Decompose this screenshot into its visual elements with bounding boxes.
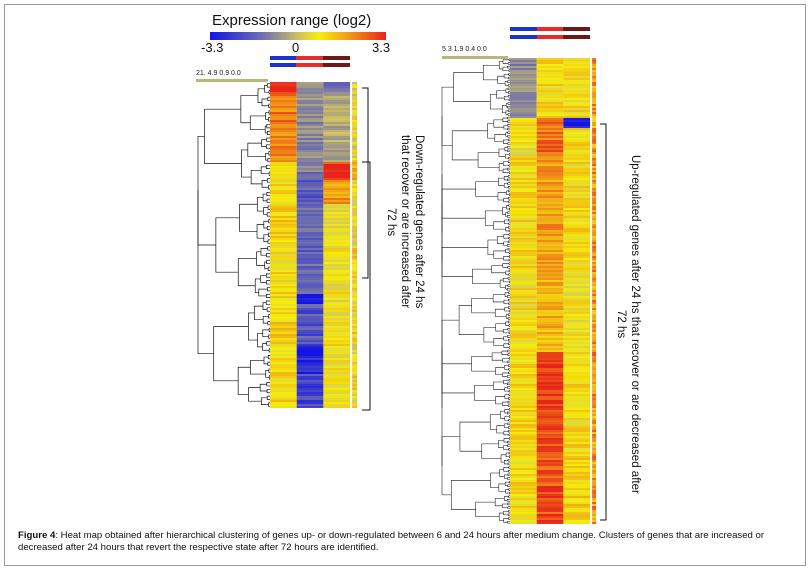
right-condition-bar-2b [537, 35, 563, 39]
right-condition-bar-1b [510, 35, 537, 39]
left-dendrogram-scale-line [196, 79, 268, 82]
left-cluster-brackets [362, 87, 371, 411]
right-condition-bar-3 [563, 27, 590, 31]
right-heatmap [510, 58, 597, 524]
figure-caption: Figure 4: Heat map obtained after hierar… [18, 530, 798, 554]
caption-text: : Heat map obtained after hierarchical c… [18, 530, 765, 553]
legend-color-bar [210, 32, 386, 40]
left-heatmap [270, 82, 358, 408]
right-cluster-bracket [600, 123, 607, 521]
right-cluster-label: Up-regulated genes after 24 hs that reco… [615, 154, 641, 494]
left-condition-bar-2 [296, 56, 323, 60]
legend-title: Expression range (log2) [212, 12, 372, 29]
right-dendrogram [441, 58, 510, 524]
right-dendrogram-scale-labels: 5.3 1.9 0.4 0.0 [442, 46, 487, 53]
right-condition-bar-1 [510, 27, 537, 31]
left-dendrogram [197, 83, 270, 407]
figure-frame [4, 4, 806, 566]
left-condition-bar-1 [270, 56, 296, 60]
left-dendrogram-scale-labels: 21. 4.9 0.9 0.0 [196, 70, 241, 77]
left-condition-bar-2b [296, 63, 323, 67]
legend-max-label: 3.3 [372, 40, 391, 55]
legend-min-label: -3.3 [201, 40, 224, 55]
left-condition-bar-3b [323, 63, 350, 67]
right-condition-bar-3b [563, 35, 590, 39]
right-dendrogram-scale-line [442, 56, 508, 59]
left-condition-bar-1b [270, 63, 296, 67]
left-cluster-label: Down-regulated genes after 24 hs that re… [385, 135, 425, 309]
left-condition-bar-3 [323, 56, 350, 60]
legend-mid-label: 0 [292, 40, 300, 55]
caption-label: Figure 4 [18, 530, 56, 541]
right-condition-bar-2 [537, 27, 563, 31]
